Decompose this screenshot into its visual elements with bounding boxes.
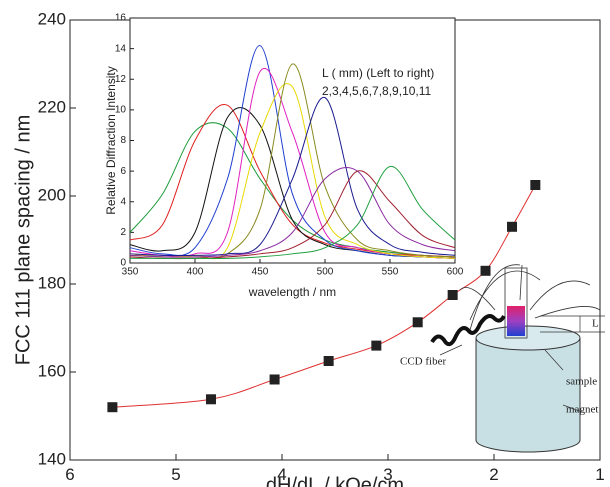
spectrum-line: [129, 166, 456, 260]
x-tick-label: 450: [252, 267, 269, 278]
y-tick-label: 240: [38, 9, 66, 28]
y-tick-label: 220: [38, 97, 66, 116]
field-lines: [459, 264, 601, 331]
annotation: CCD fiber: [400, 356, 446, 368]
annotation: 2,3,4,5,6,7,8,9,10,11: [322, 84, 432, 98]
x-tick-label: 5: [171, 465, 180, 484]
spectrum-line: [129, 45, 456, 259]
data-point: [480, 265, 491, 276]
y-tick-label: 12: [115, 74, 127, 85]
y-tick-label: 140: [38, 449, 66, 468]
y-tick-label: 16: [115, 13, 127, 24]
pointer: [562, 404, 583, 413]
x-tick-label: 500: [317, 267, 334, 278]
fit-line: [112, 184, 536, 408]
data-point: [412, 317, 423, 328]
x-tick-label: 1: [595, 465, 604, 484]
y-tick-label: 6: [120, 166, 126, 177]
magnet-body: [475, 338, 581, 453]
inset-plot: 350 400 450 500 550 600 0 2 4 6 8 10 12 14 16 wavelengt…: [104, 13, 464, 300]
x-tick-label: 400: [187, 267, 204, 278]
y-tick-label: 2: [120, 227, 126, 238]
pointer: [544, 349, 564, 371]
fiber: [430, 314, 506, 347]
data-point: [107, 402, 118, 413]
x-tick-label: 600: [447, 267, 464, 278]
x-tick-label: 2: [489, 465, 498, 484]
data-point: [507, 221, 518, 232]
annotation: sample: [566, 376, 597, 388]
data-point: [323, 356, 334, 366]
spectrum-line: [129, 166, 456, 258]
plot-frame: [129, 17, 456, 264]
x-tick-label: 550: [382, 267, 399, 278]
y-tick-label: 10: [115, 105, 127, 116]
x-tick-label: 4: [277, 465, 286, 484]
spectrum-line: [129, 97, 456, 257]
y-tick-label: 4: [120, 196, 126, 207]
x-tick-label: 3: [383, 465, 392, 484]
data-point: [530, 180, 541, 190]
data-point: [447, 290, 458, 300]
y-axis-label: FCC 111 plane spacing / nm: [12, 115, 34, 366]
y-axis-label: Relative Diffraction Intensity: [104, 66, 118, 215]
y-tick-label: 0: [120, 258, 126, 269]
holder: [504, 267, 528, 339]
sample-box: [507, 306, 525, 336]
x-axis-label: wavelength / nm: [248, 285, 336, 299]
y-tick-label: 180: [38, 273, 66, 292]
y-tick-label: 200: [38, 185, 66, 204]
y-tick-label: 8: [120, 135, 126, 146]
magnet-top: [475, 325, 581, 351]
annotation: magnet: [566, 404, 598, 416]
annotation: L: [592, 318, 599, 330]
y-tick-label: 14: [115, 43, 127, 54]
y-tick-label: 160: [38, 361, 66, 380]
x-tick-label: 350: [122, 267, 139, 278]
data-point: [205, 394, 216, 405]
data-point: [371, 340, 382, 351]
x-tick-label: 6: [65, 465, 74, 484]
setup-diagram: CCD fiber sample magnet L: [400, 264, 605, 453]
pointer: [439, 344, 463, 356]
x-axis-label: dH/dL / kOe/cm: [266, 474, 404, 487]
annotation: L ( mm) (Left to right): [322, 66, 434, 80]
data-point: [269, 374, 280, 385]
